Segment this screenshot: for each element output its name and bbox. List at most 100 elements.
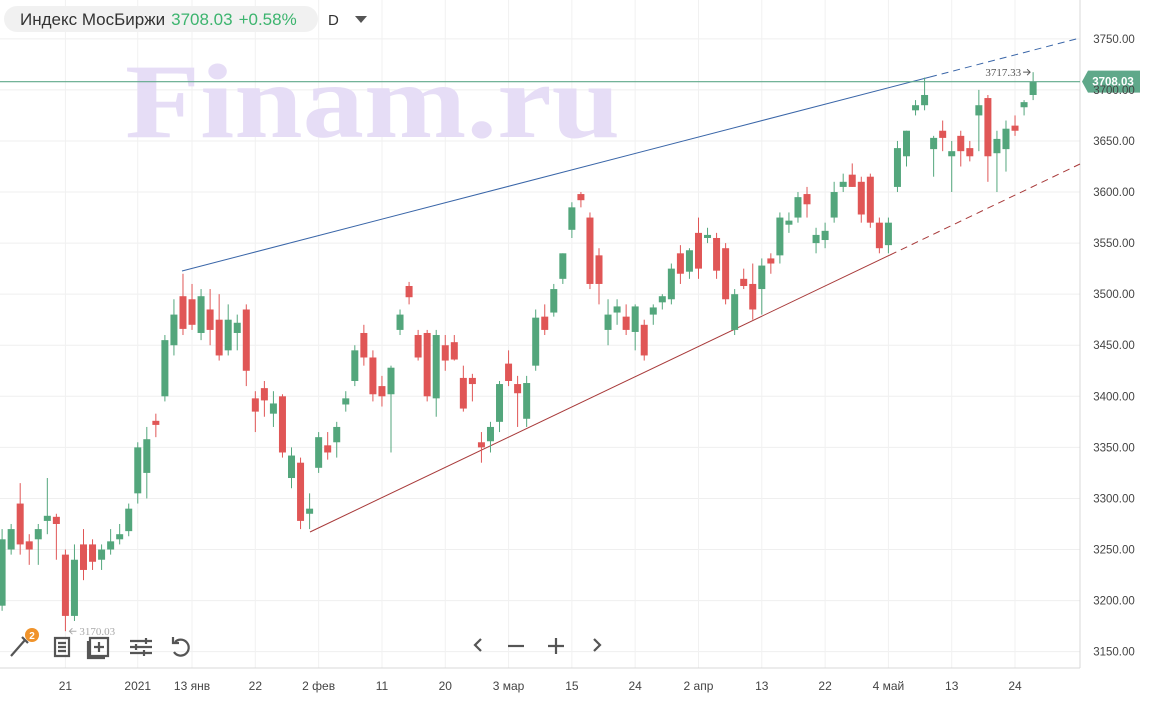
badge-count: 2 — [29, 631, 35, 642]
candle-body — [523, 383, 531, 419]
y-tick-label: 3750.00 — [1093, 34, 1135, 46]
settings-icon[interactable] — [130, 638, 152, 656]
candle-body — [975, 105, 983, 116]
candle-body — [242, 309, 250, 371]
candle-body — [116, 534, 124, 540]
y-tick-label: 3400.00 — [1093, 391, 1135, 403]
list-icon[interactable] — [53, 636, 71, 658]
candle-body — [893, 148, 901, 187]
candle-body — [803, 194, 811, 205]
candle-body — [875, 222, 883, 249]
x-tick-label: 2021 — [124, 679, 151, 693]
min-label: 3170.03 — [79, 626, 115, 638]
candle-body — [595, 255, 603, 284]
trend-line-upper-extension — [929, 37, 1081, 78]
add-indicator-icon[interactable] — [86, 636, 110, 660]
candle-body — [61, 554, 69, 616]
candle-body — [966, 148, 974, 157]
candle-body — [532, 317, 540, 366]
x-tick-label: 11 — [376, 679, 389, 693]
candle-body — [884, 222, 892, 246]
watermark: Finam.ru — [125, 43, 620, 160]
candle-body — [993, 138, 1001, 154]
x-tick-label: 2 фев — [302, 679, 335, 693]
header-pill[interactable] — [4, 6, 318, 32]
candle-body — [52, 516, 60, 524]
x-tick-label: 24 — [1008, 679, 1022, 693]
candle-body — [306, 508, 314, 514]
y-tick-label: 3450.00 — [1093, 340, 1135, 352]
candle-body — [704, 234, 712, 238]
candle-body — [685, 250, 693, 272]
candle-body — [441, 345, 449, 361]
candle-body — [477, 442, 485, 448]
undo-icon[interactable] — [171, 637, 190, 657]
interval-dropdown[interactable] — [355, 16, 367, 23]
y-tick-label: 3700.00 — [1093, 85, 1135, 97]
x-tick-label: 21 — [59, 679, 73, 693]
candle-body — [98, 549, 106, 560]
candle-body — [939, 130, 947, 138]
candle-body — [342, 398, 350, 405]
y-tick-label: 3150.00 — [1093, 647, 1135, 659]
candle-body — [486, 426, 494, 442]
trend-line-upper[interactable] — [181, 76, 931, 272]
x-tick-label: 22 — [249, 679, 263, 693]
max-label: 3717.33 — [985, 67, 1021, 79]
overlay: 3708.03 3717.33 3170.03 — [0, 67, 1140, 638]
candle-body — [577, 194, 585, 201]
candle-body — [866, 176, 874, 223]
candle-body — [432, 335, 440, 399]
candle-body — [903, 130, 910, 157]
candle-body — [604, 314, 612, 330]
candle-body — [839, 181, 847, 187]
candle-body — [722, 248, 730, 300]
candle-body — [640, 324, 648, 356]
grid — [0, 0, 1080, 668]
scroll-left[interactable] — [473, 638, 482, 652]
candle-body — [749, 283, 757, 310]
candle-body — [1020, 102, 1028, 108]
candle-body — [613, 306, 621, 313]
candle-body — [188, 299, 196, 325]
candles — [0, 72, 1037, 632]
candle-body — [459, 377, 467, 409]
last-price-tag-label: 3708.03 — [1092, 77, 1134, 89]
candle-body — [34, 529, 42, 540]
candle-body — [224, 319, 232, 351]
x-tick-label: 20 — [439, 679, 453, 693]
candle-body — [333, 426, 341, 443]
zoom-in[interactable] — [548, 638, 564, 654]
candle-body — [251, 398, 259, 412]
draw-tool-icon[interactable] — [10, 636, 29, 657]
candle-body — [43, 515, 51, 521]
candle-body — [125, 508, 133, 532]
candle-body — [351, 350, 359, 381]
candle-body — [930, 137, 938, 150]
candle-body — [812, 234, 820, 244]
candle-body — [468, 377, 476, 385]
candle-body — [0, 539, 6, 606]
candle-body — [387, 367, 395, 395]
candle-body — [622, 316, 630, 330]
x-tick-label: 13 — [945, 679, 959, 693]
candle-body — [848, 174, 856, 187]
candle-body — [676, 253, 684, 274]
x-tick-label: 15 — [565, 679, 579, 693]
candle-body — [107, 541, 115, 550]
candle-body — [1029, 81, 1037, 95]
candle-body — [667, 268, 675, 300]
x-tick-label: 4 май — [873, 679, 905, 693]
candle-body — [713, 237, 721, 271]
interval[interactable]: D — [328, 12, 339, 29]
candle-body — [179, 296, 187, 329]
candle-body — [70, 559, 78, 616]
candle-body — [396, 314, 404, 330]
candle-body — [315, 437, 323, 468]
candle-body — [694, 232, 702, 269]
y-tick-label: 3650.00 — [1093, 136, 1135, 148]
symbol-name: Индекс МосБиржи — [20, 10, 165, 29]
candle-body — [984, 98, 992, 157]
scroll-right[interactable] — [593, 638, 602, 652]
trend-line-lower[interactable] — [309, 254, 891, 533]
